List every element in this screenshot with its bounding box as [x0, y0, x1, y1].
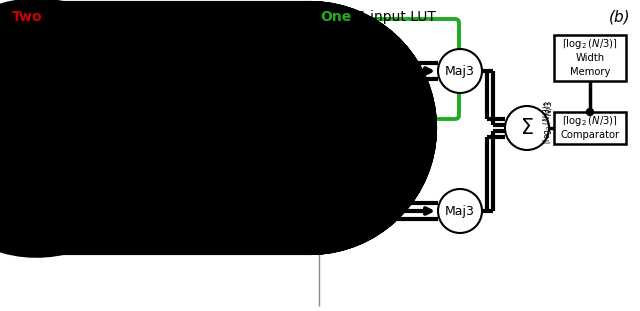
Circle shape	[133, 49, 177, 93]
Text: $\lceil\log_2(N)\rceil$: $\lceil\log_2(N)\rceil$	[248, 37, 296, 51]
Text: $X_1$: $X_1$	[0, 32, 6, 45]
Text: $\lceil\log_2(N/3)\rceil$: $\lceil\log_2(N/3)\rceil$	[562, 114, 618, 128]
Circle shape	[438, 49, 482, 93]
Circle shape	[346, 39, 353, 47]
Circle shape	[346, 235, 353, 243]
Text: $W_1$: $W_1$	[0, 41, 6, 54]
FancyBboxPatch shape	[8, 19, 154, 119]
Circle shape	[346, 67, 353, 75]
Circle shape	[200, 106, 244, 150]
Circle shape	[346, 207, 353, 215]
Text: $X_2$: $X_2$	[0, 60, 6, 73]
Circle shape	[40, 235, 47, 243]
Text: $\Sigma$: $\Sigma$	[215, 118, 229, 138]
Bar	[237, 35, 307, 81]
Circle shape	[40, 39, 47, 47]
Text: $W_3$: $W_3$	[0, 97, 6, 110]
Bar	[237, 112, 307, 144]
Circle shape	[52, 160, 58, 166]
Text: Memory: Memory	[251, 67, 293, 77]
Circle shape	[346, 95, 353, 103]
FancyBboxPatch shape	[313, 19, 459, 119]
Circle shape	[269, 109, 275, 115]
Circle shape	[357, 146, 363, 152]
Circle shape	[40, 95, 47, 103]
Circle shape	[40, 207, 47, 215]
Bar	[554, 112, 626, 144]
Text: 6-input LUT: 6-input LUT	[352, 10, 436, 24]
Text: (b): (b)	[609, 10, 630, 25]
Text: $\lceil\log_2(N/3)\rceil$: $\lceil\log_2(N/3)\rceil$	[541, 101, 554, 145]
Text: (a): (a)	[287, 10, 308, 25]
Text: $\lceil\log_2(N)\rceil$: $\lceil\log_2(N)\rceil$	[236, 104, 249, 142]
Text: One: One	[320, 10, 351, 24]
Text: $\lceil\log_2(N/3)\rceil$: $\lceil\log_2(N/3)\rceil$	[562, 37, 618, 51]
Text: $\lceil\log_2(N)\rceil$: $\lceil\log_2(N)\rceil$	[248, 114, 296, 128]
Text: Maj3: Maj3	[445, 205, 475, 217]
Circle shape	[357, 153, 363, 159]
Text: 6-input LUTs: 6-input LUTs	[46, 10, 135, 24]
Text: $W_{N-1}$: $W_{N-1}$	[0, 209, 6, 222]
Bar	[554, 35, 626, 81]
Text: $W_2$: $W_2$	[0, 69, 6, 82]
Text: Width: Width	[575, 53, 605, 63]
Text: $\Sigma$: $\Sigma$	[520, 118, 534, 138]
Circle shape	[586, 109, 593, 115]
Circle shape	[52, 153, 58, 159]
Text: FA: FA	[147, 204, 163, 218]
Text: Width: Width	[257, 53, 287, 63]
Text: Maj3: Maj3	[445, 64, 475, 77]
Text: FA: FA	[147, 64, 163, 78]
Text: 1b: 1b	[331, 123, 344, 133]
Text: $X_N$: $X_N$	[0, 228, 6, 241]
Text: $W_{N-2}$: $W_{N-2}$	[0, 181, 6, 194]
Text: Memory: Memory	[570, 67, 610, 77]
Text: Comparator: Comparator	[241, 130, 303, 140]
Circle shape	[438, 189, 482, 233]
Circle shape	[133, 189, 177, 233]
Text: Two: Two	[12, 10, 43, 24]
Text: $X_{N-2}$: $X_{N-2}$	[0, 172, 6, 185]
Circle shape	[357, 160, 363, 166]
Circle shape	[40, 179, 47, 187]
Text: $N/3$: $N/3$	[543, 100, 554, 116]
Text: $W_N$: $W_N$	[0, 237, 6, 250]
Circle shape	[40, 67, 47, 75]
Text: Comparator: Comparator	[561, 130, 620, 140]
Text: $X_{N-1}$: $X_{N-1}$	[0, 200, 6, 213]
Circle shape	[346, 179, 353, 187]
Circle shape	[505, 106, 549, 150]
Circle shape	[52, 146, 58, 152]
Text: $X_3$: $X_3$	[0, 88, 6, 101]
